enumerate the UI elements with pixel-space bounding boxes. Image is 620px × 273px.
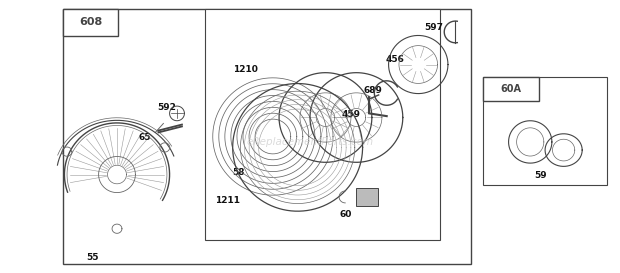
Text: 597: 597: [424, 23, 443, 32]
Text: 1210: 1210: [232, 66, 257, 75]
Text: 1211: 1211: [215, 196, 240, 205]
Text: 58: 58: [232, 168, 244, 177]
FancyBboxPatch shape: [63, 9, 118, 36]
Text: 60A: 60A: [500, 84, 521, 94]
FancyBboxPatch shape: [356, 188, 378, 206]
Text: 459: 459: [342, 110, 360, 119]
Text: 65: 65: [139, 133, 151, 142]
Text: 60: 60: [340, 210, 352, 219]
Text: 456: 456: [386, 55, 405, 64]
FancyBboxPatch shape: [205, 9, 440, 240]
Text: 608: 608: [79, 17, 102, 27]
Text: 59: 59: [534, 171, 546, 180]
Text: 689: 689: [363, 86, 382, 95]
FancyBboxPatch shape: [483, 77, 539, 101]
Text: 592: 592: [157, 103, 176, 112]
FancyBboxPatch shape: [483, 77, 607, 185]
Text: eReplacementParts.com: eReplacementParts.com: [246, 137, 374, 147]
FancyBboxPatch shape: [63, 9, 471, 264]
Text: 55: 55: [86, 253, 99, 262]
